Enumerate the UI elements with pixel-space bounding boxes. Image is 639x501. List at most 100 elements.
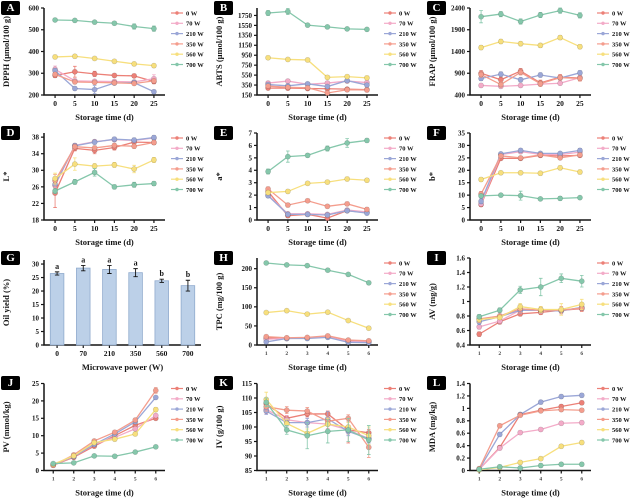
svg-text:150: 150 xyxy=(242,91,253,99)
svg-text:700 W: 700 W xyxy=(399,312,417,319)
svg-text:IV (g/100 g): IV (g/100 g) xyxy=(214,405,224,448)
svg-text:1900: 1900 xyxy=(451,26,466,34)
svg-text:700 W: 700 W xyxy=(186,187,204,194)
svg-text:30: 30 xyxy=(32,260,40,268)
svg-text:700 W: 700 W xyxy=(399,437,417,444)
svg-text:210 W: 210 W xyxy=(399,31,417,38)
svg-text:15: 15 xyxy=(324,224,332,233)
svg-text:5: 5 xyxy=(249,154,253,162)
svg-text:0: 0 xyxy=(249,341,253,349)
svg-text:400: 400 xyxy=(29,48,40,56)
svg-text:20: 20 xyxy=(130,99,138,108)
svg-text:0 W: 0 W xyxy=(612,10,624,17)
svg-text:10: 10 xyxy=(304,224,312,233)
svg-text:210 W: 210 W xyxy=(612,31,630,38)
svg-text:L*: L* xyxy=(1,172,11,182)
svg-text:350 W: 350 W xyxy=(399,417,417,424)
panel-E: E 0 1 2 3 4 5 6 7 0 5 10 15 20 25 Storage time (d) a* 0 … xyxy=(213,125,426,250)
svg-text:PV (mmol/kg): PV (mmol/kg) xyxy=(1,401,11,452)
svg-text:Oil yield (%): Oil yield (%) xyxy=(1,279,11,326)
panel-C-chart: 400 900 1400 1900 2400 0 5 10 15 20 25 Storage time… xyxy=(427,4,630,122)
svg-text:20: 20 xyxy=(130,224,138,233)
svg-text:15: 15 xyxy=(111,99,119,108)
svg-text:560 W: 560 W xyxy=(186,52,204,59)
panel-I-chart: 0.4 0.6 0.8 1 1.2 1.4 1.6 1 2 3 4 5 6 Storage time (d… xyxy=(427,254,630,372)
svg-text:Storage time (d): Storage time (d) xyxy=(501,488,560,498)
svg-text:5: 5 xyxy=(73,224,77,233)
panel-D: D 18 22 26 30 34 38 0 5 10 15 20 25 Storage time (d)… xyxy=(0,125,213,250)
svg-text:20: 20 xyxy=(343,224,351,233)
panel-E-chart: 0 1 2 3 4 5 6 7 0 5 10 15 20 25 Storage time (d) a* 0 W 7… xyxy=(214,129,417,247)
svg-text:25: 25 xyxy=(458,154,466,162)
svg-text:70 W: 70 W xyxy=(399,146,414,153)
svg-text:5: 5 xyxy=(286,99,290,108)
svg-text:Storage time (d): Storage time (d) xyxy=(501,362,560,372)
svg-text:22: 22 xyxy=(32,200,40,208)
panel-B: B 150 350 550 750 950 1150 1350 1550 1750 0 5 10 15 2… xyxy=(213,0,426,125)
svg-text:5: 5 xyxy=(560,351,563,357)
svg-text:1400: 1400 xyxy=(451,48,466,56)
svg-text:560 W: 560 W xyxy=(612,52,630,59)
svg-text:700 W: 700 W xyxy=(612,312,630,319)
svg-text:1: 1 xyxy=(462,298,466,306)
svg-text:38: 38 xyxy=(32,134,40,142)
svg-text:0.4: 0.4 xyxy=(456,442,465,450)
svg-text:0: 0 xyxy=(53,99,57,108)
svg-text:5: 5 xyxy=(36,328,40,336)
svg-text:350 W: 350 W xyxy=(612,41,630,48)
svg-text:700 W: 700 W xyxy=(399,62,417,69)
svg-text:0 W: 0 W xyxy=(186,386,198,393)
svg-text:0 W: 0 W xyxy=(399,10,411,17)
svg-text:15: 15 xyxy=(324,99,332,108)
svg-text:Storage time (d): Storage time (d) xyxy=(75,237,134,247)
svg-text:15: 15 xyxy=(32,301,40,309)
svg-text:3: 3 xyxy=(519,477,522,483)
svg-text:560 W: 560 W xyxy=(399,177,417,184)
svg-text:210 W: 210 W xyxy=(186,156,204,163)
svg-text:560: 560 xyxy=(156,349,168,358)
svg-text:Microwave power (W): Microwave power (W) xyxy=(82,362,164,372)
svg-text:70: 70 xyxy=(80,349,88,358)
svg-text:25: 25 xyxy=(150,99,158,108)
svg-text:0.8: 0.8 xyxy=(456,417,465,425)
svg-text:95: 95 xyxy=(245,438,253,446)
svg-text:20: 20 xyxy=(556,99,564,108)
svg-text:7: 7 xyxy=(249,129,253,137)
svg-text:350: 350 xyxy=(242,81,253,89)
svg-text:300: 300 xyxy=(29,70,40,78)
svg-text:700 W: 700 W xyxy=(399,187,417,194)
svg-text:70 W: 70 W xyxy=(399,271,414,278)
svg-text:700: 700 xyxy=(182,349,194,358)
svg-text:6: 6 xyxy=(154,477,157,483)
svg-text:350 W: 350 W xyxy=(399,166,417,173)
svg-text:3: 3 xyxy=(306,351,309,357)
svg-text:70 W: 70 W xyxy=(612,21,627,28)
svg-text:0: 0 xyxy=(249,216,253,224)
svg-text:210: 210 xyxy=(104,349,116,358)
svg-text:210 W: 210 W xyxy=(186,407,204,414)
panel-C: C 400 900 1400 1900 2400 0 5 10 15 20 25 Storage ti… xyxy=(426,0,639,125)
panel-letter-E: E xyxy=(214,126,233,140)
panel-K: K 85 90 95 100 105 110 115 1 2 3 4 5 6 Storage time (… xyxy=(213,375,426,500)
svg-text:700 W: 700 W xyxy=(612,437,630,444)
svg-text:5: 5 xyxy=(560,477,563,483)
svg-text:210 W: 210 W xyxy=(186,31,204,38)
svg-text:6: 6 xyxy=(580,477,583,483)
svg-text:350 W: 350 W xyxy=(399,41,417,48)
svg-text:6: 6 xyxy=(580,351,583,357)
svg-text:0: 0 xyxy=(462,467,466,475)
panel-J-chart: 0 5 10 15 20 25 1 2 3 4 5 6 Storage time (d) PV (mmol… xyxy=(1,380,204,498)
svg-text:25: 25 xyxy=(363,224,371,233)
svg-text:0.8: 0.8 xyxy=(456,312,465,320)
panel-A-chart: 200 300 400 500 600 0 5 10 15 20 25 Storage time (d… xyxy=(1,4,204,122)
svg-text:70 W: 70 W xyxy=(399,396,414,403)
svg-text:25: 25 xyxy=(363,99,371,108)
svg-text:Storage time (d): Storage time (d) xyxy=(75,488,134,498)
svg-text:550: 550 xyxy=(242,72,253,80)
svg-text:500: 500 xyxy=(29,26,40,34)
svg-text:10: 10 xyxy=(91,99,99,108)
svg-text:950: 950 xyxy=(242,52,253,60)
svg-text:350 W: 350 W xyxy=(399,291,417,298)
svg-text:a: a xyxy=(81,255,85,264)
